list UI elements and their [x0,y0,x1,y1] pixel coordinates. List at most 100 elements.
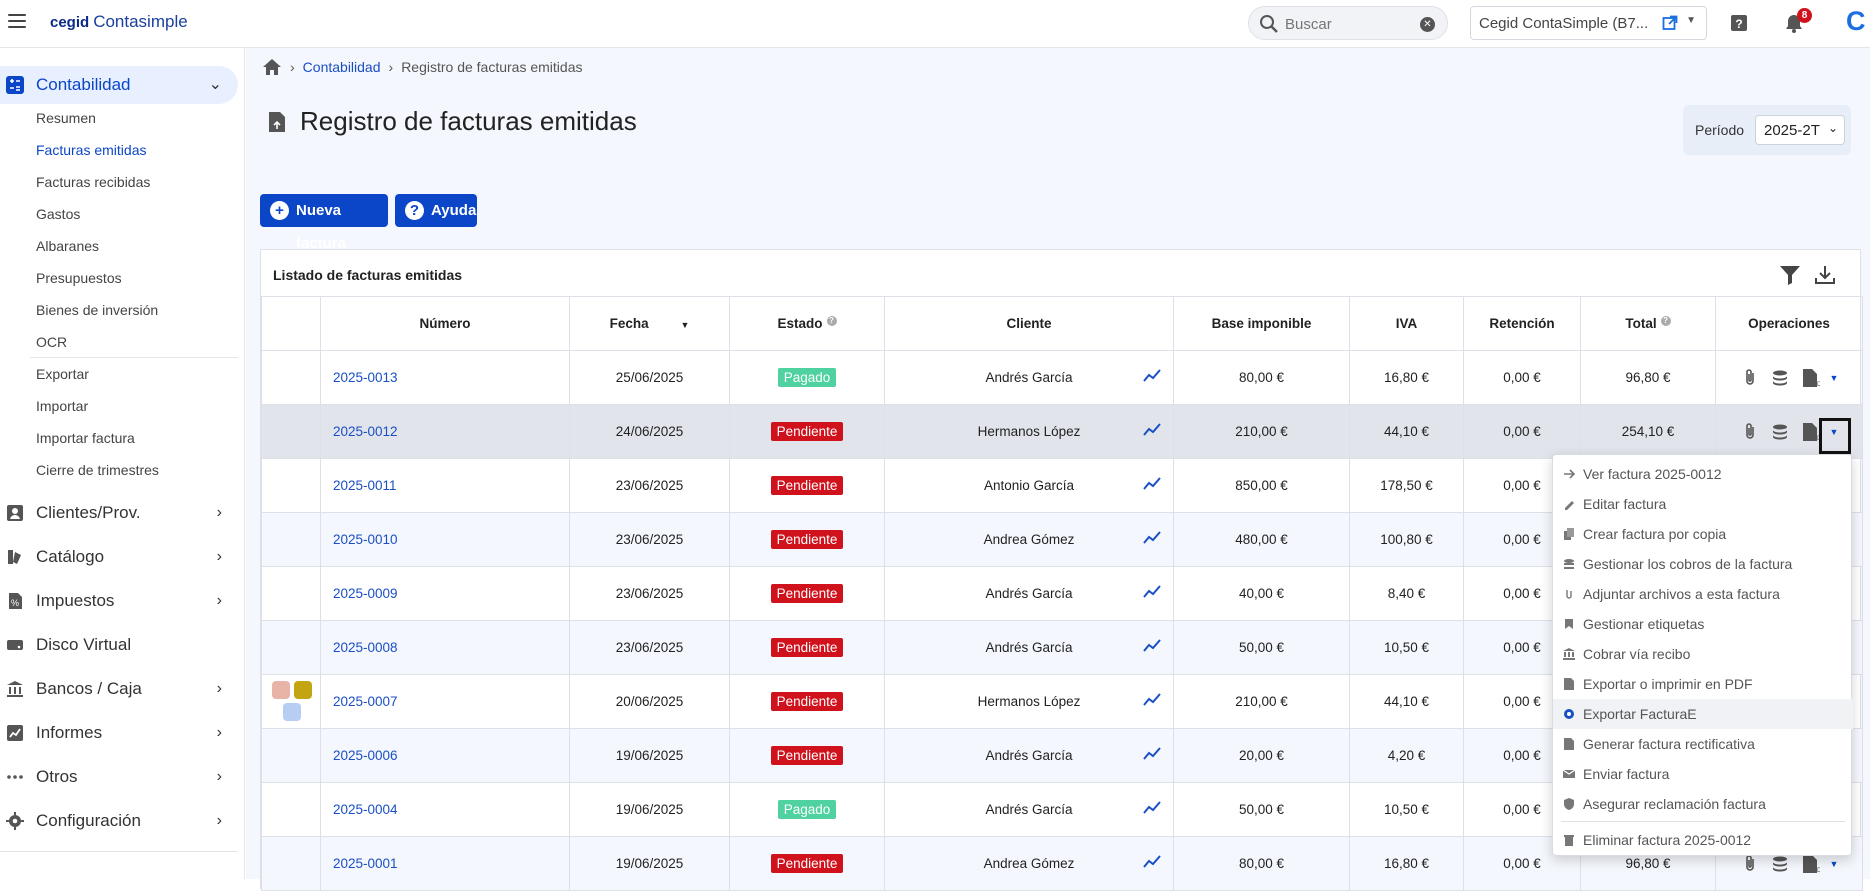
col-estado[interactable]: Estado? [729,296,885,351]
invoice-number-cell[interactable]: 2025-0007 [320,674,570,729]
trend-icon[interactable] [1143,423,1161,437]
menu-item-manage-payments[interactable]: Gestionar los cobros de la factura [1553,549,1853,579]
invoice-number-link[interactable]: 2025-0004 [333,802,398,817]
trend-icon[interactable] [1143,639,1161,653]
period-select[interactable]: 2025-2T ⌄ [1755,115,1845,145]
trend-icon[interactable] [1143,855,1161,869]
payments-icon[interactable] [1770,854,1790,874]
sidebar-item-contabilidad[interactable]: Contabilidad ⌄ [0,66,238,104]
chevron-right-icon[interactable]: › [216,812,222,829]
col-iva[interactable]: IVA [1349,296,1464,351]
help-icon[interactable]: ? [1728,12,1750,34]
sidebar-sub-exportar[interactable]: Exportar [36,366,89,382]
help-button[interactable]: ? Ayuda [395,194,477,227]
new-invoice-button[interactable]: + Nueva factura [260,194,388,252]
menu-item-manage-tags[interactable]: Gestionar etiquetas [1553,609,1853,639]
trend-icon[interactable] [1143,477,1161,491]
sidebar-sub-bienes-inversion[interactable]: Bienes de inversión [36,302,159,318]
sidebar-sub-albaranes[interactable]: Albaranes [36,238,100,254]
pdf-icon[interactable]: PDF [1800,854,1820,874]
invoice-number-cell[interactable]: 2025-0009 [320,566,570,621]
chevron-right-icon[interactable]: › [216,504,222,521]
menu-item-insure-claim[interactable]: Asegurar reclamación factura [1553,789,1853,819]
sidebar-item-bancos[interactable]: Bancos / Caja › [0,670,238,708]
sidebar-item-clientes[interactable]: Clientes/Prov. › [0,494,238,532]
invoice-number-cell[interactable]: 2025-0006 [320,728,570,783]
sidebar-sub-importar[interactable]: Importar [36,398,89,414]
sidebar-sub-cierre-trimestres[interactable]: Cierre de trimestres [36,462,159,478]
sidebar-sub-ocr[interactable]: OCR [36,334,68,350]
col-cliente[interactable]: Cliente [884,296,1174,351]
chevron-right-icon[interactable]: › [216,724,222,741]
tag-swatch[interactable] [272,681,290,699]
table-row[interactable]: 2025-0013 25/06/2025 Pagado Andrés Garcí… [261,350,1863,405]
info-icon[interactable]: ? [1660,316,1671,326]
pdf-icon[interactable]: PDF [1800,422,1820,442]
menu-item-delete-invoice[interactable]: Eliminar factura 2025-0012 [1553,825,1853,855]
sidebar-sub-facturas-emitidas[interactable]: Facturas emitidas [36,142,147,158]
invoice-number-cell[interactable]: 2025-0010 [320,512,570,567]
invoice-number-link[interactable]: 2025-0006 [333,748,398,763]
col-numero[interactable]: Número [320,296,570,351]
chevron-down-icon[interactable]: ▼ [1686,15,1696,26]
sidebar-sub-presupuestos[interactable]: Presupuestos [36,270,122,286]
chevron-right-icon[interactable]: › [216,768,222,785]
row-menu-toggle-focused[interactable] [1819,418,1851,454]
trend-icon[interactable] [1143,585,1161,599]
chevron-right-icon[interactable]: › [216,592,222,609]
invoice-number-cell[interactable]: 2025-0004 [320,782,570,837]
invoice-number-link[interactable]: 2025-0001 [333,856,398,871]
search-input[interactable] [1285,13,1415,35]
table-row[interactable]: 2025-0012 24/06/2025 Pendiente Hermanos … [261,404,1863,459]
menu-icon[interactable] [8,14,26,28]
trend-icon[interactable] [1143,747,1161,761]
invoice-number-link[interactable]: 2025-0012 [333,424,398,439]
invoice-number-cell[interactable]: 2025-0001 [320,836,570,891]
sidebar-item-impuestos[interactable]: % Impuestos › [0,582,238,620]
sidebar-sub-gastos[interactable]: Gastos [36,206,81,222]
sidebar-sub-importar-factura[interactable]: Importar factura [36,430,135,446]
brand-logo[interactable]: cegid Contasimple [50,12,188,31]
chevron-down-icon[interactable]: ⌄ [208,76,222,93]
invoice-number-cell[interactable]: 2025-0012 [320,404,570,459]
attach-icon[interactable] [1740,368,1760,388]
table-row[interactable]: 2025-0010 23/06/2025 Pendiente Andrea Gó… [261,512,1863,567]
invoice-number-link[interactable]: 2025-0013 [333,370,398,385]
col-total[interactable]: Total? [1580,296,1716,351]
download-icon[interactable] [1814,264,1836,286]
invoice-number-link[interactable]: 2025-0008 [333,640,398,655]
row-menu-chevron-icon[interactable]: ▼ [1829,426,1839,437]
menu-item-export-pdf[interactable]: Exportar o imprimir en PDF [1553,669,1853,699]
invoice-number-link[interactable]: 2025-0011 [333,478,397,493]
row-menu-chevron-icon[interactable]: ▼ [1829,858,1839,869]
info-icon[interactable]: ? [826,316,837,326]
home-icon[interactable] [262,58,282,76]
attach-icon[interactable] [1740,422,1760,442]
tags-cell[interactable] [261,674,321,729]
chevron-right-icon[interactable]: › [216,680,222,697]
invoice-number-cell[interactable]: 2025-0013 [320,350,570,405]
chevron-right-icon[interactable]: › [216,548,222,565]
external-link-icon[interactable] [1662,15,1678,31]
corner-logo[interactable]: C [1846,6,1866,36]
menu-item-charge-receipt[interactable]: Cobrar vía recibo [1553,639,1853,669]
sidebar-item-disco-virtual[interactable]: Disco Virtual [0,626,238,664]
trend-icon[interactable] [1143,693,1161,707]
tag-swatch[interactable] [294,681,312,699]
sidebar-item-catalogo[interactable]: Catálogo › [0,538,238,576]
sidebar-item-configuracion[interactable]: Configuración › [0,802,238,840]
payments-icon[interactable] [1770,422,1790,442]
menu-item-rectifying-invoice[interactable]: Generar factura rectificativa [1553,729,1853,759]
menu-item-export-facturae[interactable]: Exportar FacturaE [1553,699,1853,729]
attach-icon[interactable] [1740,854,1760,874]
pdf-icon[interactable]: PDF [1800,368,1820,388]
menu-item-send-invoice[interactable]: Enviar factura [1553,759,1853,789]
breadcrumb-contabilidad[interactable]: Contabilidad [302,59,381,75]
menu-item-copy-invoice[interactable]: Crear factura por copia [1553,519,1853,549]
invoice-number-cell[interactable]: 2025-0011 [320,458,570,513]
trend-icon[interactable] [1143,801,1161,815]
invoice-number-link[interactable]: 2025-0009 [333,586,398,601]
menu-item-edit-invoice[interactable]: Editar factura [1553,489,1853,519]
col-fecha[interactable]: Fecha ▼ [569,296,730,351]
company-selector[interactable]: Cegid ContaSimple (B7... ▼ [1470,6,1707,40]
